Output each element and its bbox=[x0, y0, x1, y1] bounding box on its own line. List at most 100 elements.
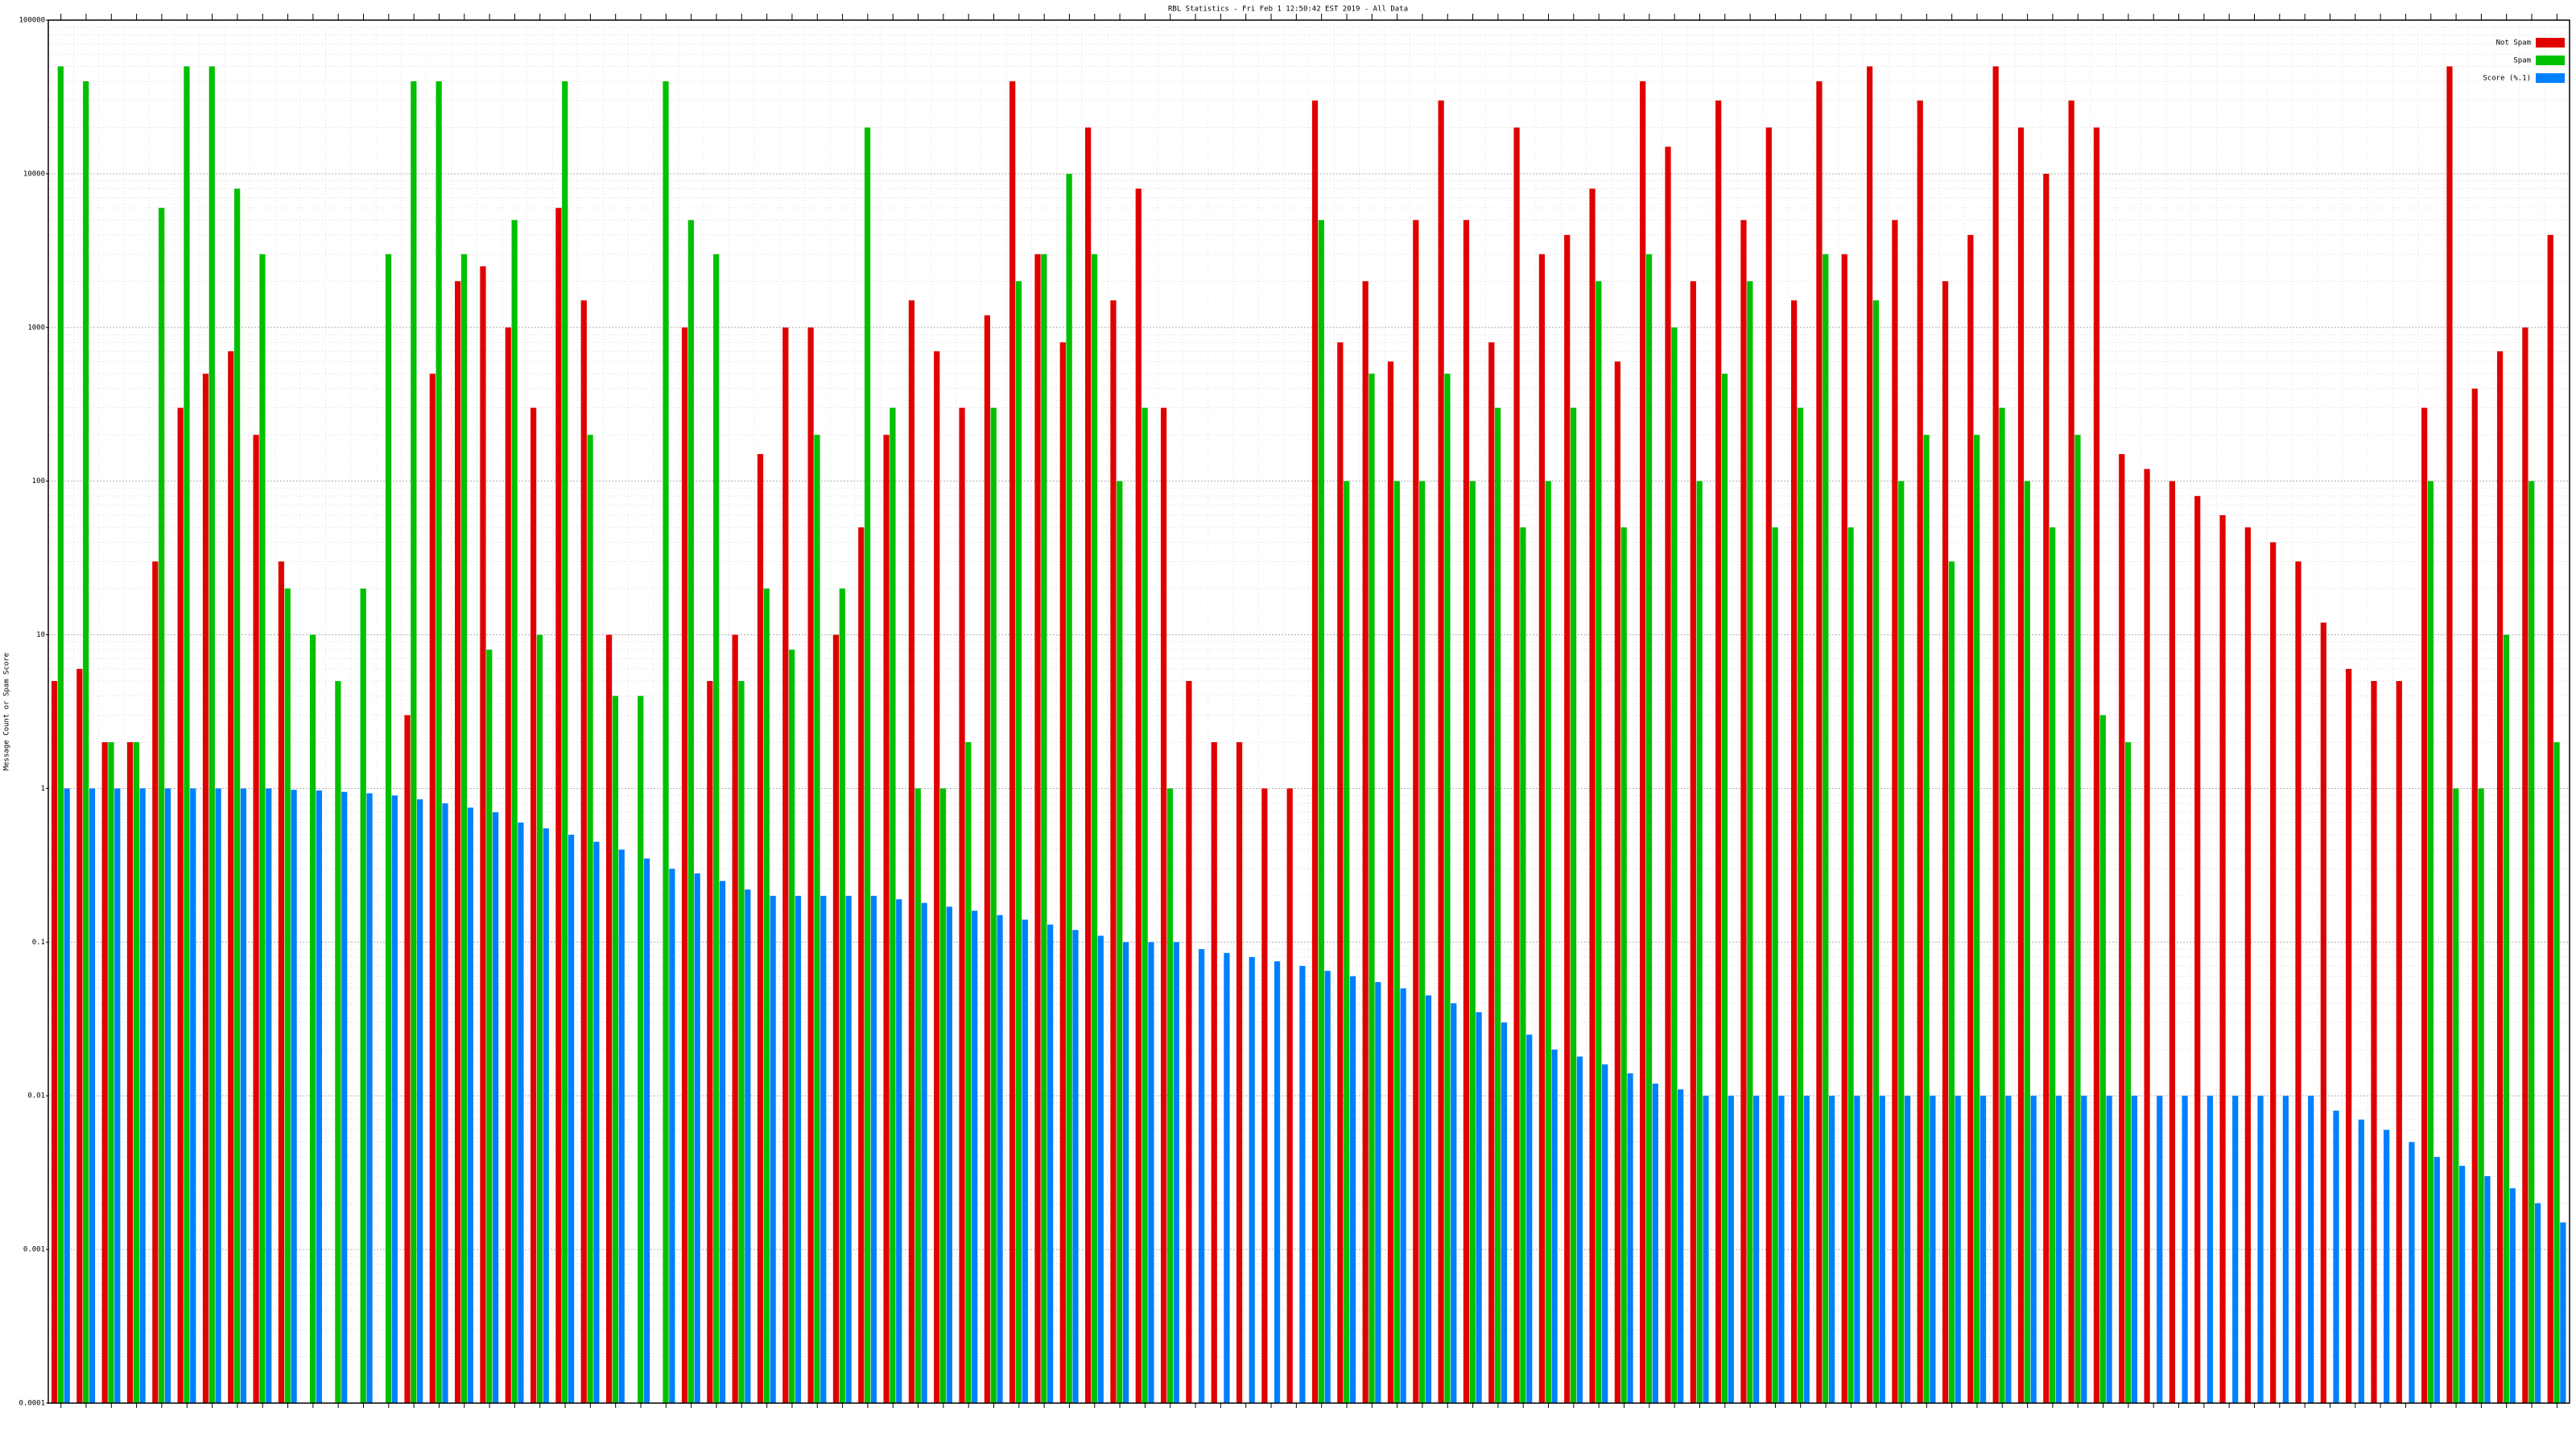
bar bbox=[1186, 681, 1192, 1403]
bar bbox=[921, 902, 927, 1403]
bar bbox=[309, 634, 316, 1403]
bar bbox=[820, 895, 827, 1403]
bar bbox=[782, 327, 789, 1403]
bar bbox=[429, 374, 436, 1403]
bar bbox=[259, 254, 266, 1403]
bar bbox=[360, 588, 366, 1403]
bar bbox=[1652, 1084, 1658, 1403]
bar bbox=[266, 788, 272, 1403]
bar bbox=[1803, 1096, 1810, 1403]
bar bbox=[2244, 527, 2251, 1404]
bar bbox=[1476, 1012, 1482, 1403]
bar bbox=[2471, 388, 2478, 1403]
bar bbox=[2119, 454, 2125, 1404]
bar bbox=[896, 899, 902, 1403]
bar bbox=[2427, 481, 2434, 1403]
bar bbox=[278, 561, 285, 1403]
bar bbox=[1160, 407, 1167, 1404]
bar bbox=[1665, 147, 1671, 1403]
bar bbox=[770, 895, 776, 1403]
bar bbox=[126, 741, 134, 1403]
bar bbox=[1072, 930, 1079, 1403]
bar bbox=[1797, 407, 1804, 1404]
y-tick-label: 0.0001 bbox=[19, 1400, 45, 1408]
legend-label: Spam bbox=[2513, 57, 2531, 65]
bar bbox=[1211, 741, 1217, 1403]
y-tick-label: 1000 bbox=[27, 324, 45, 332]
bar bbox=[1879, 1096, 1885, 1403]
bar bbox=[2194, 496, 2201, 1403]
bar bbox=[663, 80, 669, 1404]
bar bbox=[1923, 435, 1930, 1403]
bar bbox=[883, 435, 890, 1403]
bar bbox=[839, 588, 845, 1403]
bar bbox=[694, 873, 700, 1403]
bar bbox=[57, 66, 64, 1404]
bar bbox=[1703, 1096, 1709, 1403]
bar bbox=[1778, 1096, 1785, 1403]
bar bbox=[1696, 481, 1703, 1403]
bar bbox=[436, 80, 442, 1404]
bar bbox=[1123, 942, 1129, 1403]
bar bbox=[341, 791, 348, 1403]
bar bbox=[1847, 527, 1854, 1404]
bar bbox=[2371, 681, 2377, 1403]
y-tick-label: 0.01 bbox=[27, 1092, 45, 1100]
bar bbox=[1892, 220, 1898, 1403]
bar bbox=[404, 715, 411, 1403]
bar bbox=[1444, 374, 1451, 1403]
bar bbox=[233, 188, 241, 1403]
bar bbox=[864, 127, 871, 1403]
bar bbox=[959, 407, 965, 1404]
bar bbox=[1967, 234, 1974, 1404]
bar bbox=[934, 351, 940, 1404]
bar bbox=[1236, 741, 1243, 1403]
bar bbox=[366, 793, 373, 1403]
bar bbox=[177, 407, 184, 1404]
bar bbox=[555, 208, 562, 1404]
bar bbox=[1400, 988, 1406, 1403]
bar bbox=[612, 696, 619, 1403]
bar bbox=[228, 351, 234, 1404]
bar bbox=[965, 741, 972, 1403]
bar bbox=[64, 788, 70, 1403]
bar bbox=[562, 80, 568, 1404]
bar bbox=[2017, 127, 2025, 1403]
bar bbox=[568, 834, 575, 1403]
bar bbox=[2446, 66, 2453, 1404]
bar bbox=[1602, 1064, 1608, 1403]
legend-label: Score (%.1) bbox=[2483, 75, 2531, 83]
legend-swatch bbox=[2536, 73, 2565, 83]
bar bbox=[2320, 622, 2326, 1403]
bar bbox=[2295, 561, 2301, 1403]
bar bbox=[1930, 1096, 1936, 1403]
y-tick-label: 0.1 bbox=[32, 939, 45, 947]
bar bbox=[1425, 995, 1432, 1403]
bar bbox=[2282, 1096, 2289, 1403]
bar bbox=[385, 254, 392, 1403]
bar bbox=[2396, 681, 2402, 1403]
bar bbox=[2409, 1141, 2415, 1403]
bar bbox=[1866, 66, 1873, 1404]
bar bbox=[2157, 1096, 2163, 1403]
bar bbox=[1992, 66, 1999, 1404]
bar bbox=[2496, 351, 2504, 1404]
bar bbox=[335, 681, 341, 1403]
bar bbox=[1091, 254, 1098, 1403]
bar bbox=[480, 266, 486, 1404]
bar bbox=[605, 634, 613, 1403]
bar bbox=[1368, 374, 1375, 1403]
bar bbox=[316, 790, 323, 1403]
bar bbox=[411, 80, 417, 1404]
bar bbox=[1311, 100, 1319, 1403]
y-tick-label: 1 bbox=[41, 785, 45, 793]
bar bbox=[1501, 1022, 1508, 1403]
bar bbox=[1772, 527, 1778, 1404]
bar bbox=[1274, 961, 1281, 1403]
bar bbox=[152, 561, 159, 1403]
bar bbox=[2106, 1096, 2112, 1403]
bar bbox=[2124, 741, 2132, 1403]
bar bbox=[1318, 220, 1324, 1403]
bar bbox=[291, 790, 297, 1403]
bar bbox=[536, 634, 543, 1403]
